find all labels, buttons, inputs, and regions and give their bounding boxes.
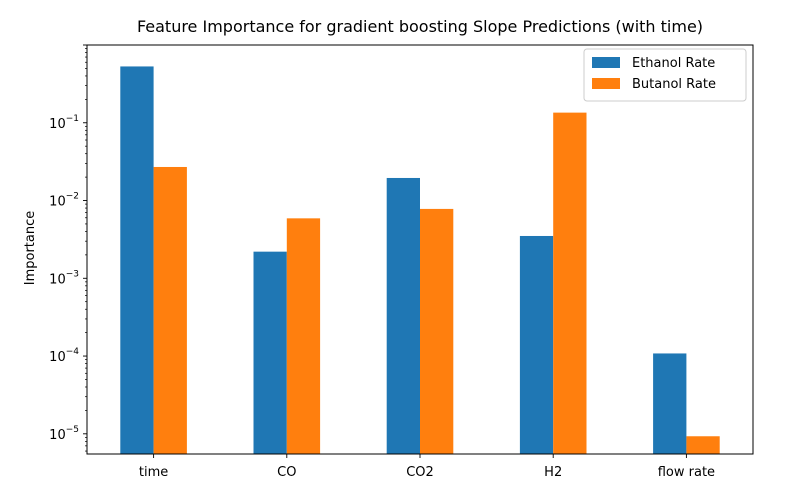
bar-butanol-rate-co — [286, 218, 321, 454]
bars-group — [120, 66, 720, 455]
x-ticks-group: time CO CO2 H2 flow rate — [139, 454, 715, 480]
legend-swatch-ethanol-rate — [592, 57, 620, 68]
x-tick-label-h2: H2 — [544, 465, 562, 480]
bar-butanol-rate-flow-rate — [686, 436, 720, 454]
y-tick-label: 10−2 — [49, 192, 79, 210]
bar-ethanol-rate-h2 — [519, 235, 554, 454]
bar-butanol-rate-co2 — [420, 208, 454, 454]
x-tick-label-co: CO — [277, 465, 296, 480]
plot-frame — [86, 44, 754, 455]
x-tick-label-flow-rate: flow rate — [658, 465, 715, 480]
legend-label-ethanol-rate: Ethanol Rate — [632, 56, 715, 71]
x-tick-label-time: time — [139, 465, 168, 480]
legend-swatch-butanol-rate — [592, 78, 620, 89]
legend-label-butanol-rate: Butanol Rate — [632, 77, 716, 92]
bar-ethanol-rate-co2 — [386, 177, 420, 455]
chart-title: Feature Importance for gradient boosting… — [137, 17, 703, 36]
y-axis-label: Importance — [23, 211, 38, 286]
y-tick-label: 10−1 — [49, 114, 79, 132]
y-ticks-group: 10−5 10−4 10−3 10−2 10−1 — [49, 44, 87, 452]
x-tick-label-co2: CO2 — [406, 465, 434, 480]
bar-butanol-rate-time — [153, 166, 187, 454]
legend-box — [583, 48, 747, 102]
y-tick-label: 10−3 — [49, 269, 79, 287]
bar-butanol-rate-h2 — [553, 112, 587, 454]
y-tick-label: 10−4 — [49, 347, 79, 365]
bar-ethanol-rate-flow-rate — [653, 353, 687, 454]
bar-ethanol-rate-co — [253, 251, 287, 454]
bar-ethanol-rate-time — [120, 66, 154, 455]
legend: Ethanol Rate Butanol Rate — [583, 48, 747, 102]
y-tick-label: 10−5 — [49, 425, 79, 443]
